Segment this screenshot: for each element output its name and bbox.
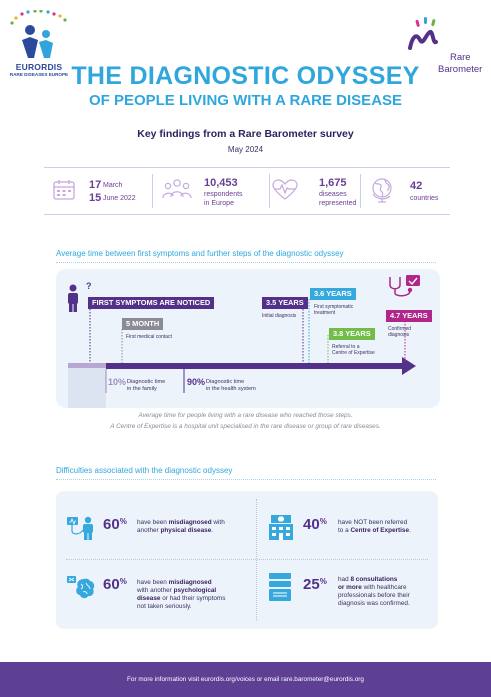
d1-percent: 60%	[103, 516, 127, 533]
family-note-2: in the family	[127, 386, 157, 392]
first-symptoms-label: FIRST SYMPTOMS ARE NOTICED	[88, 297, 215, 309]
stat-countries: 42 countries	[364, 168, 450, 214]
d2-text: have NOT been referred to a Centre of Ex…	[338, 519, 411, 534]
referral-note-1: Referral to a	[332, 344, 360, 350]
rare-barometer-line1: Rare	[450, 52, 471, 63]
d1-text: have been misdiagnosed with another phys…	[137, 519, 225, 534]
difficulties-divider	[66, 559, 428, 560]
stat-dates: 17 March 15 June 2022	[44, 168, 144, 214]
respondents-label-1: respondents	[204, 191, 243, 198]
page-subtitle: OF PEOPLE LIVING WITH A RARE DISEASE	[88, 92, 403, 109]
health-note-1: Diagnostic time	[206, 379, 245, 385]
section-divider	[56, 262, 436, 263]
confirmed-note-2: diagnosis	[388, 332, 410, 338]
patient-monitor-icon	[67, 516, 93, 540]
survey-stats-band: 17 March 15 June 2022 10,453 respondents…	[44, 167, 450, 215]
eurordis-subtitle: RARE DISEASES EUROPE	[9, 72, 69, 77]
rare-barometer-mark-icon	[408, 17, 438, 50]
d4-percent: 25%	[303, 576, 327, 593]
stat-start-day: 17	[89, 179, 102, 191]
stethoscope-report-icon	[389, 275, 420, 297]
stat-respondents: 10,453 respondents in Europe	[156, 168, 266, 214]
health-note-2: in the health system	[206, 386, 256, 392]
section-divider	[56, 479, 436, 480]
diseases-label-1: diseases	[319, 191, 347, 198]
family-pct: 10%	[108, 377, 127, 387]
stat-diseases: 1,675 diseases represented	[272, 168, 372, 214]
stat-end-month: June 2022	[103, 195, 136, 202]
footer-band: For more information visit eurordis.org/…	[0, 662, 491, 697]
respondents-label-2: in Europe	[204, 200, 234, 207]
diseases-label-2: represented	[319, 200, 357, 207]
brain-icon	[67, 576, 95, 599]
hospital-building-icon	[269, 515, 293, 540]
d4-text: had 8 consultations or more with healthc…	[338, 576, 410, 607]
timeline-panel: ? FIRST SYMPTOMS ARE NOTICED 5 MONTH Fir…	[56, 269, 440, 408]
stat-start-month: March	[103, 182, 123, 189]
stat-end-day: 15	[89, 192, 102, 204]
eurordis-figures-icon	[10, 9, 67, 58]
rare-barometer-logo: Rare Barometer	[402, 14, 482, 84]
initial-diagnosis-note: Initial diagnosis	[262, 313, 297, 319]
difficulties-divider	[256, 499, 257, 621]
stats-divider	[360, 174, 361, 208]
question-mark: ?	[86, 281, 92, 291]
person-question-icon	[68, 284, 78, 312]
first-contact-note: First medical contact	[126, 334, 172, 340]
publication-date: May 2024	[227, 145, 264, 154]
stats-divider	[269, 174, 270, 208]
family-note-1: Diagnostic time	[127, 379, 166, 385]
confirmed-note-1: Confirmed	[388, 326, 412, 332]
d3-percent: 60%	[103, 576, 127, 593]
health-pct: 90%	[187, 377, 206, 387]
footer-contact-text: For more information visit eurordis.org/…	[127, 676, 364, 683]
timeline-caption-2: A Centre of Expertise is a hospital unit…	[110, 423, 381, 430]
timeline-arrow	[68, 299, 416, 408]
timeline-section-title: Average time between first symptoms and …	[56, 249, 344, 258]
diseases-value: 1,675	[319, 177, 347, 189]
timeline-caption-1: Average time for people living with a ra…	[138, 412, 353, 419]
treatment-note-2: treatment	[314, 310, 336, 316]
countries-value: 42	[410, 180, 423, 192]
d3-text: have been misdiagnosed with another psyc…	[137, 579, 226, 610]
key-findings-heading: Key findings from a Rare Barometer surve…	[137, 128, 354, 140]
eurordis-logo: EURORDIS RARE DISEASES EUROPE	[8, 9, 69, 82]
treatment-years: 3.6 YEARS	[310, 288, 356, 300]
respondents-value: 10,453	[204, 177, 238, 189]
five-month-label: 5 MONTH	[122, 318, 164, 330]
stats-divider	[152, 174, 153, 208]
documents-stack-icon	[269, 573, 291, 601]
heartbeat-icon	[272, 179, 298, 200]
page-title: THE DIAGNOSTIC ODYSSEY	[71, 62, 420, 90]
initial-diagnosis-years: 3.5 YEARS	[262, 297, 308, 309]
confirmed-years: 4.7 YEARS	[386, 310, 432, 322]
rare-barometer-line2: Barometer	[438, 64, 483, 75]
referral-note-2: Centre of Expertise	[332, 350, 375, 356]
people-group-icon	[162, 179, 192, 199]
d2-percent: 40%	[303, 516, 327, 533]
globe-icon	[372, 178, 392, 203]
difficulties-section-title: Difficulties associated with the diagnos…	[56, 466, 233, 475]
referral-years: 3.8 YEARS	[329, 328, 375, 340]
calendar-icon	[53, 180, 75, 200]
treatment-note-1: First symptomatic	[314, 304, 354, 310]
eurordis-name: EURORDIS	[15, 62, 63, 72]
difficulties-panel: 60% have been misdiagnosed with another …	[56, 491, 438, 629]
countries-label: countries	[410, 195, 439, 202]
